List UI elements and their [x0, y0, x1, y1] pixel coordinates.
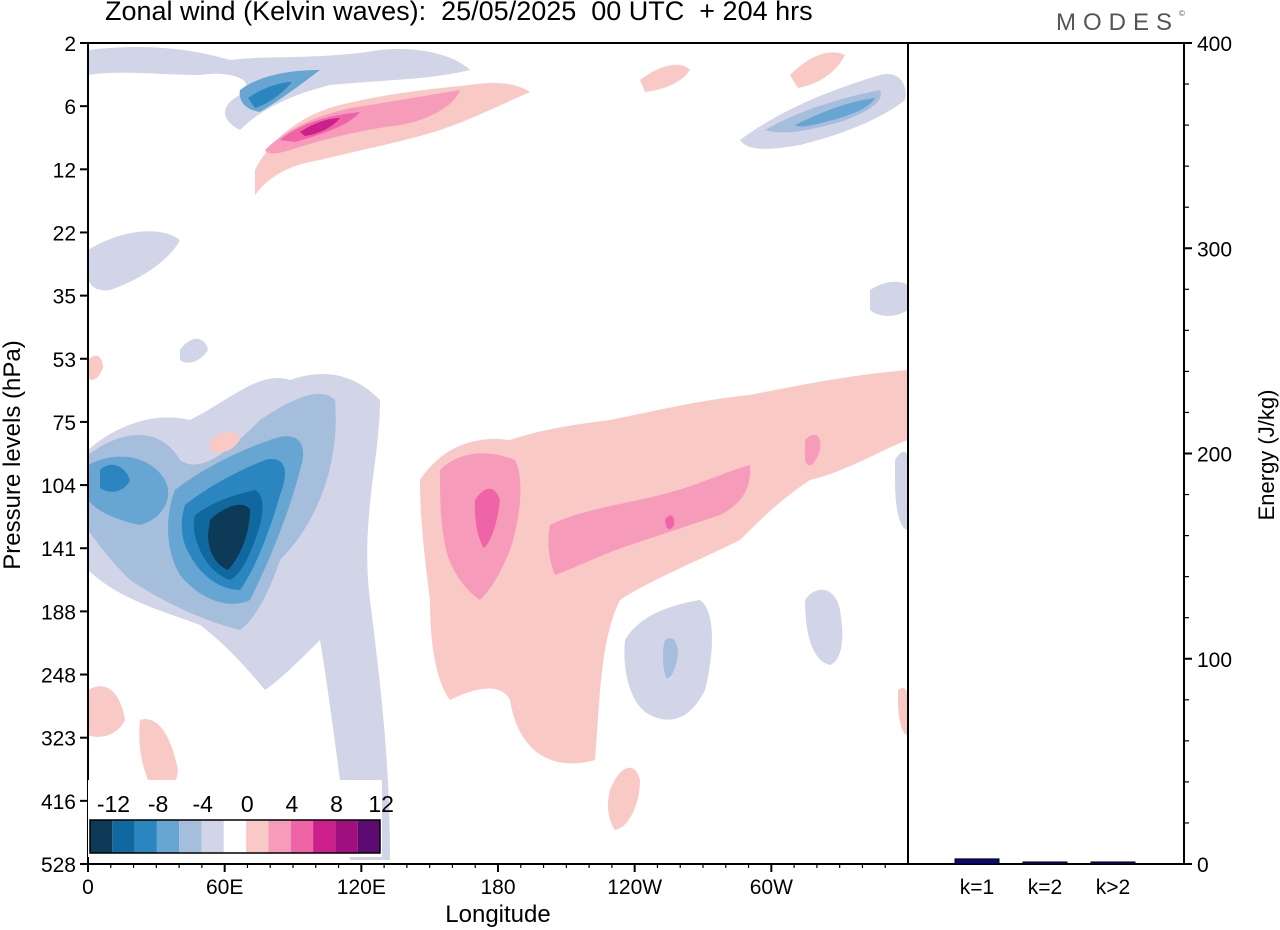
contour-pos-lower-west — [88, 686, 125, 737]
energy-tick-label: 400 — [1197, 33, 1232, 56]
energy-category-label: k=1 — [960, 876, 994, 899]
x-tick-label: 120E — [337, 876, 386, 899]
x-tick-label: 120W — [607, 876, 662, 899]
energy-tick-label: 100 — [1197, 649, 1232, 672]
y-tick-label: 141 — [41, 538, 76, 561]
colorbar-label: 0 — [241, 791, 254, 817]
contour-field — [88, 47, 908, 860]
colorbar-swatch — [201, 820, 224, 853]
y-axis-left: 2 6 12 22 35 53 75 104 141 188 248 323 416 528 — [41, 33, 88, 877]
contour-pos-lvl2-east — [548, 465, 751, 575]
colorbar-swatch — [112, 820, 135, 853]
colorbar-label: -4 — [192, 791, 213, 817]
y-axis-right: 0 100 200 300 400 — [1184, 33, 1232, 877]
colorbar-label: -12 — [97, 791, 130, 817]
colorbar: -12 -8 -4 0 4 8 12 — [88, 780, 394, 857]
contour-pos-east-blob — [805, 434, 821, 466]
energy-bar — [1022, 861, 1068, 865]
y-tick-label: 35 — [53, 286, 76, 309]
energy-bar — [954, 858, 1000, 865]
contour-pos-upper-band-2 — [265, 90, 460, 154]
y-tick-label: 53 — [53, 349, 76, 372]
colorbar-swatch — [357, 820, 380, 853]
colorbar-swatch — [335, 820, 358, 853]
y-tick-label: 248 — [41, 665, 76, 688]
logo-mark: © — [1179, 9, 1185, 18]
contour-pos-lower-center — [607, 767, 640, 830]
energy-category-label: k>2 — [1096, 876, 1130, 899]
chart-title: Zonal wind (Kelvin waves): 25/05/2025 00… — [105, 0, 813, 26]
x-axis-label: Longitude — [445, 901, 550, 928]
contour-pos-core — [474, 488, 500, 548]
y-tick-label: 104 — [41, 475, 76, 498]
contour-pos-core-east — [665, 515, 675, 530]
y-axis-label-left: Pressure levels (hPa) — [0, 340, 26, 569]
colorbar-swatch — [268, 820, 291, 853]
energy-tick-label: 200 — [1197, 444, 1232, 467]
colorbar-swatch — [90, 820, 113, 853]
contour-neg-lvl3-west — [100, 464, 130, 492]
contour-pos-upper-band — [255, 82, 530, 195]
contour-neg-upper-east-2 — [765, 90, 881, 133]
contour-neg-upper-west-3 — [248, 82, 292, 108]
contour-pos-edge-blob — [898, 688, 908, 735]
x-tick-label: 180 — [480, 876, 515, 899]
energy-plot-frame — [907, 42, 1185, 865]
colorbar-label: 12 — [368, 791, 394, 817]
colorbar-swatch — [313, 820, 336, 853]
colorbar-swatch — [246, 820, 269, 853]
colorbar-label: -8 — [148, 791, 168, 817]
colorbar-swatch — [290, 820, 314, 853]
x-axis: 0 60E 120E 180 120W 60W — [82, 864, 886, 899]
contour-neg-mid-east — [870, 281, 908, 316]
contour-pos-upper-east — [640, 64, 690, 92]
y-tick-label: 416 — [41, 791, 76, 814]
contour-neg-mid-west — [88, 231, 180, 291]
y-tick-label: 22 — [53, 222, 76, 245]
contour-neg-core — [208, 504, 250, 570]
energy-bars: k=1 k=2 k>2 — [954, 858, 1136, 899]
y-tick-label: 2 — [64, 33, 76, 56]
x-tick-label: 0 — [82, 876, 94, 899]
x-tick-label: 60E — [206, 876, 243, 899]
contour-neg-lower-east-2 — [662, 638, 678, 679]
y-tick-label: 6 — [64, 96, 76, 119]
y-tick-label: 528 — [41, 854, 76, 877]
energy-bar — [1090, 861, 1136, 865]
colorbar-swatch — [223, 820, 247, 853]
y-axis-label-right: Energy (J/kg) — [1254, 390, 1279, 521]
colorbar-label: 8 — [330, 791, 343, 817]
colorbar-label: 4 — [286, 791, 299, 817]
logo-text: MODES — [1056, 9, 1180, 36]
energy-category-label: k=2 — [1028, 876, 1062, 899]
energy-tick-label: 0 — [1197, 854, 1209, 877]
y-tick-label: 323 — [41, 728, 76, 751]
contour-neg-lower-east-3 — [805, 589, 843, 665]
contour-pos-upper-core — [300, 118, 340, 136]
colorbar-swatch — [134, 820, 157, 853]
modes-logo: MODES© — [1056, 9, 1185, 37]
colorbar-swatch — [156, 820, 180, 853]
y-tick-label: 12 — [53, 159, 76, 182]
contour-neg-right-edge — [895, 451, 908, 530]
contour-pos-lower-west-2 — [139, 719, 178, 793]
y-tick-label: 75 — [53, 412, 76, 435]
contour-pos-mid-blob — [210, 431, 240, 453]
contour-pos-upper-east-b — [790, 52, 845, 88]
y-tick-label: 188 — [41, 601, 76, 624]
colorbar-swatch — [179, 820, 202, 853]
colorbar-frame — [89, 819, 381, 854]
contour-pos-west-edge — [88, 355, 103, 380]
contour-pos-lvl1-main — [420, 370, 908, 764]
energy-tick-label: 300 — [1197, 238, 1232, 261]
x-tick-label: 60W — [750, 876, 793, 899]
contour-neg-upper-east-3 — [795, 98, 875, 127]
contour-neg-blob-1 — [180, 338, 208, 363]
